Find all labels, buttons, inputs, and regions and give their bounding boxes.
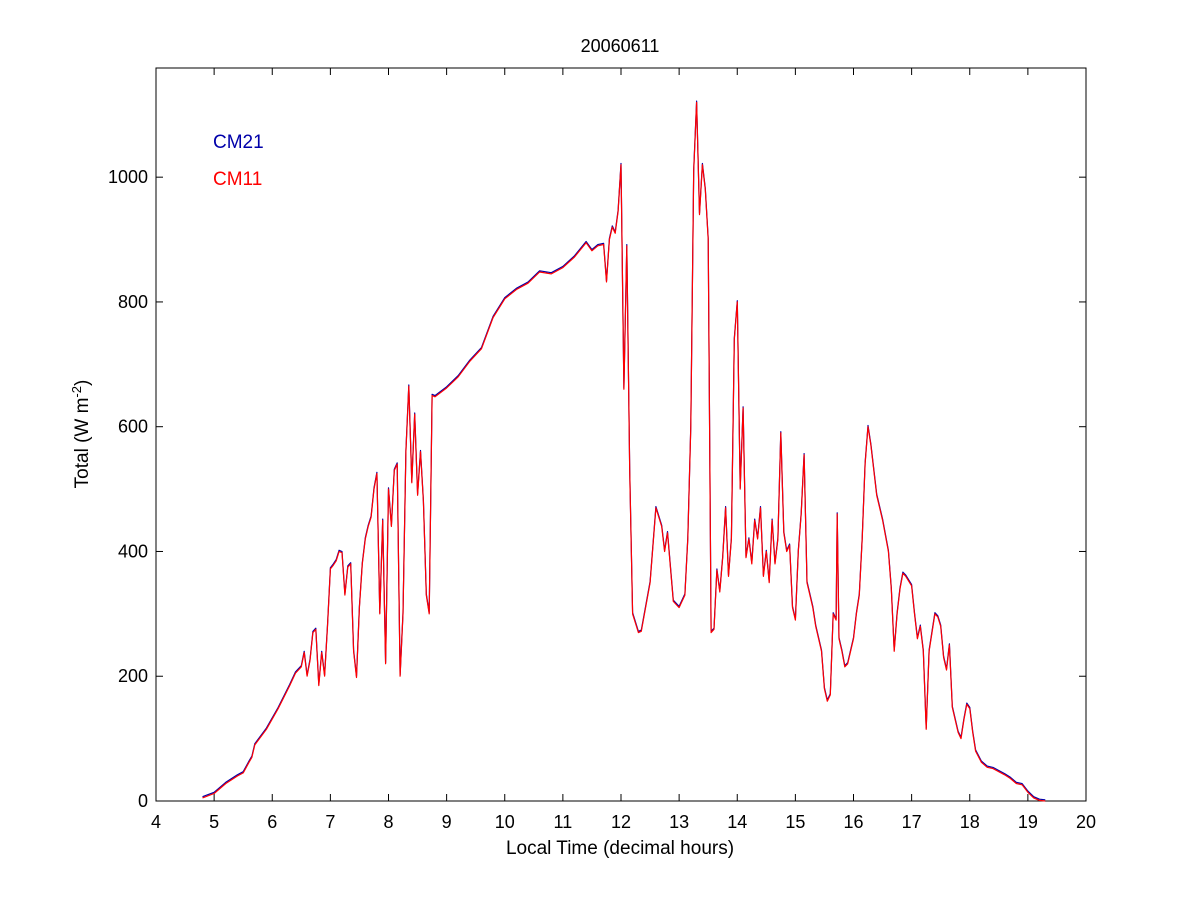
x-tick-label: 15 xyxy=(785,812,805,832)
x-tick-label: 4 xyxy=(151,812,161,832)
y-axis-label-tail: ) xyxy=(72,380,93,386)
y-axis-label-sup: -2 xyxy=(69,386,84,398)
y-tick-label: 600 xyxy=(118,417,148,437)
x-tick-label: 12 xyxy=(611,812,631,832)
x-tick-label: 13 xyxy=(669,812,689,832)
y-axis-label-main: Total (W m xyxy=(72,398,93,489)
x-tick-label: 20 xyxy=(1076,812,1096,832)
y-tick-label: 1000 xyxy=(108,167,148,187)
x-tick-label: 11 xyxy=(554,812,573,832)
chart-title: 20060611 xyxy=(581,36,660,56)
y-tick-label: 400 xyxy=(118,541,148,561)
x-tick-label: 19 xyxy=(1018,812,1038,832)
axis-ticks: 4 5 6 7 8 9 10 11 12 13 14 15 16 17 18 19 20020040060080… xyxy=(108,68,1096,832)
x-tick-label: 14 xyxy=(727,812,747,832)
x-tick-label: 8 xyxy=(383,812,393,832)
series-line-cm11 xyxy=(202,101,1046,802)
y-axis-label: Total (W m-2) xyxy=(69,380,93,489)
y-tick-label: 200 xyxy=(118,666,148,686)
x-tick-label: 5 xyxy=(209,812,219,832)
x-tick-label: 16 xyxy=(843,812,863,832)
legend-cm21: CM21 xyxy=(213,132,264,153)
x-tick-label: 18 xyxy=(960,812,980,832)
legend-cm11: CM11 xyxy=(213,169,262,190)
y-tick-label: 800 xyxy=(118,292,148,312)
y-tick-label: 0 xyxy=(138,791,148,811)
x-tick-label: 6 xyxy=(267,812,277,832)
x-tick-label: 10 xyxy=(495,812,515,832)
x-tick-label: 17 xyxy=(902,812,922,832)
x-axis-label: Local Time (decimal hours) xyxy=(506,838,734,859)
x-tick-label: 9 xyxy=(442,812,452,832)
series-lines xyxy=(202,100,1046,802)
x-tick-label: 7 xyxy=(325,812,335,832)
